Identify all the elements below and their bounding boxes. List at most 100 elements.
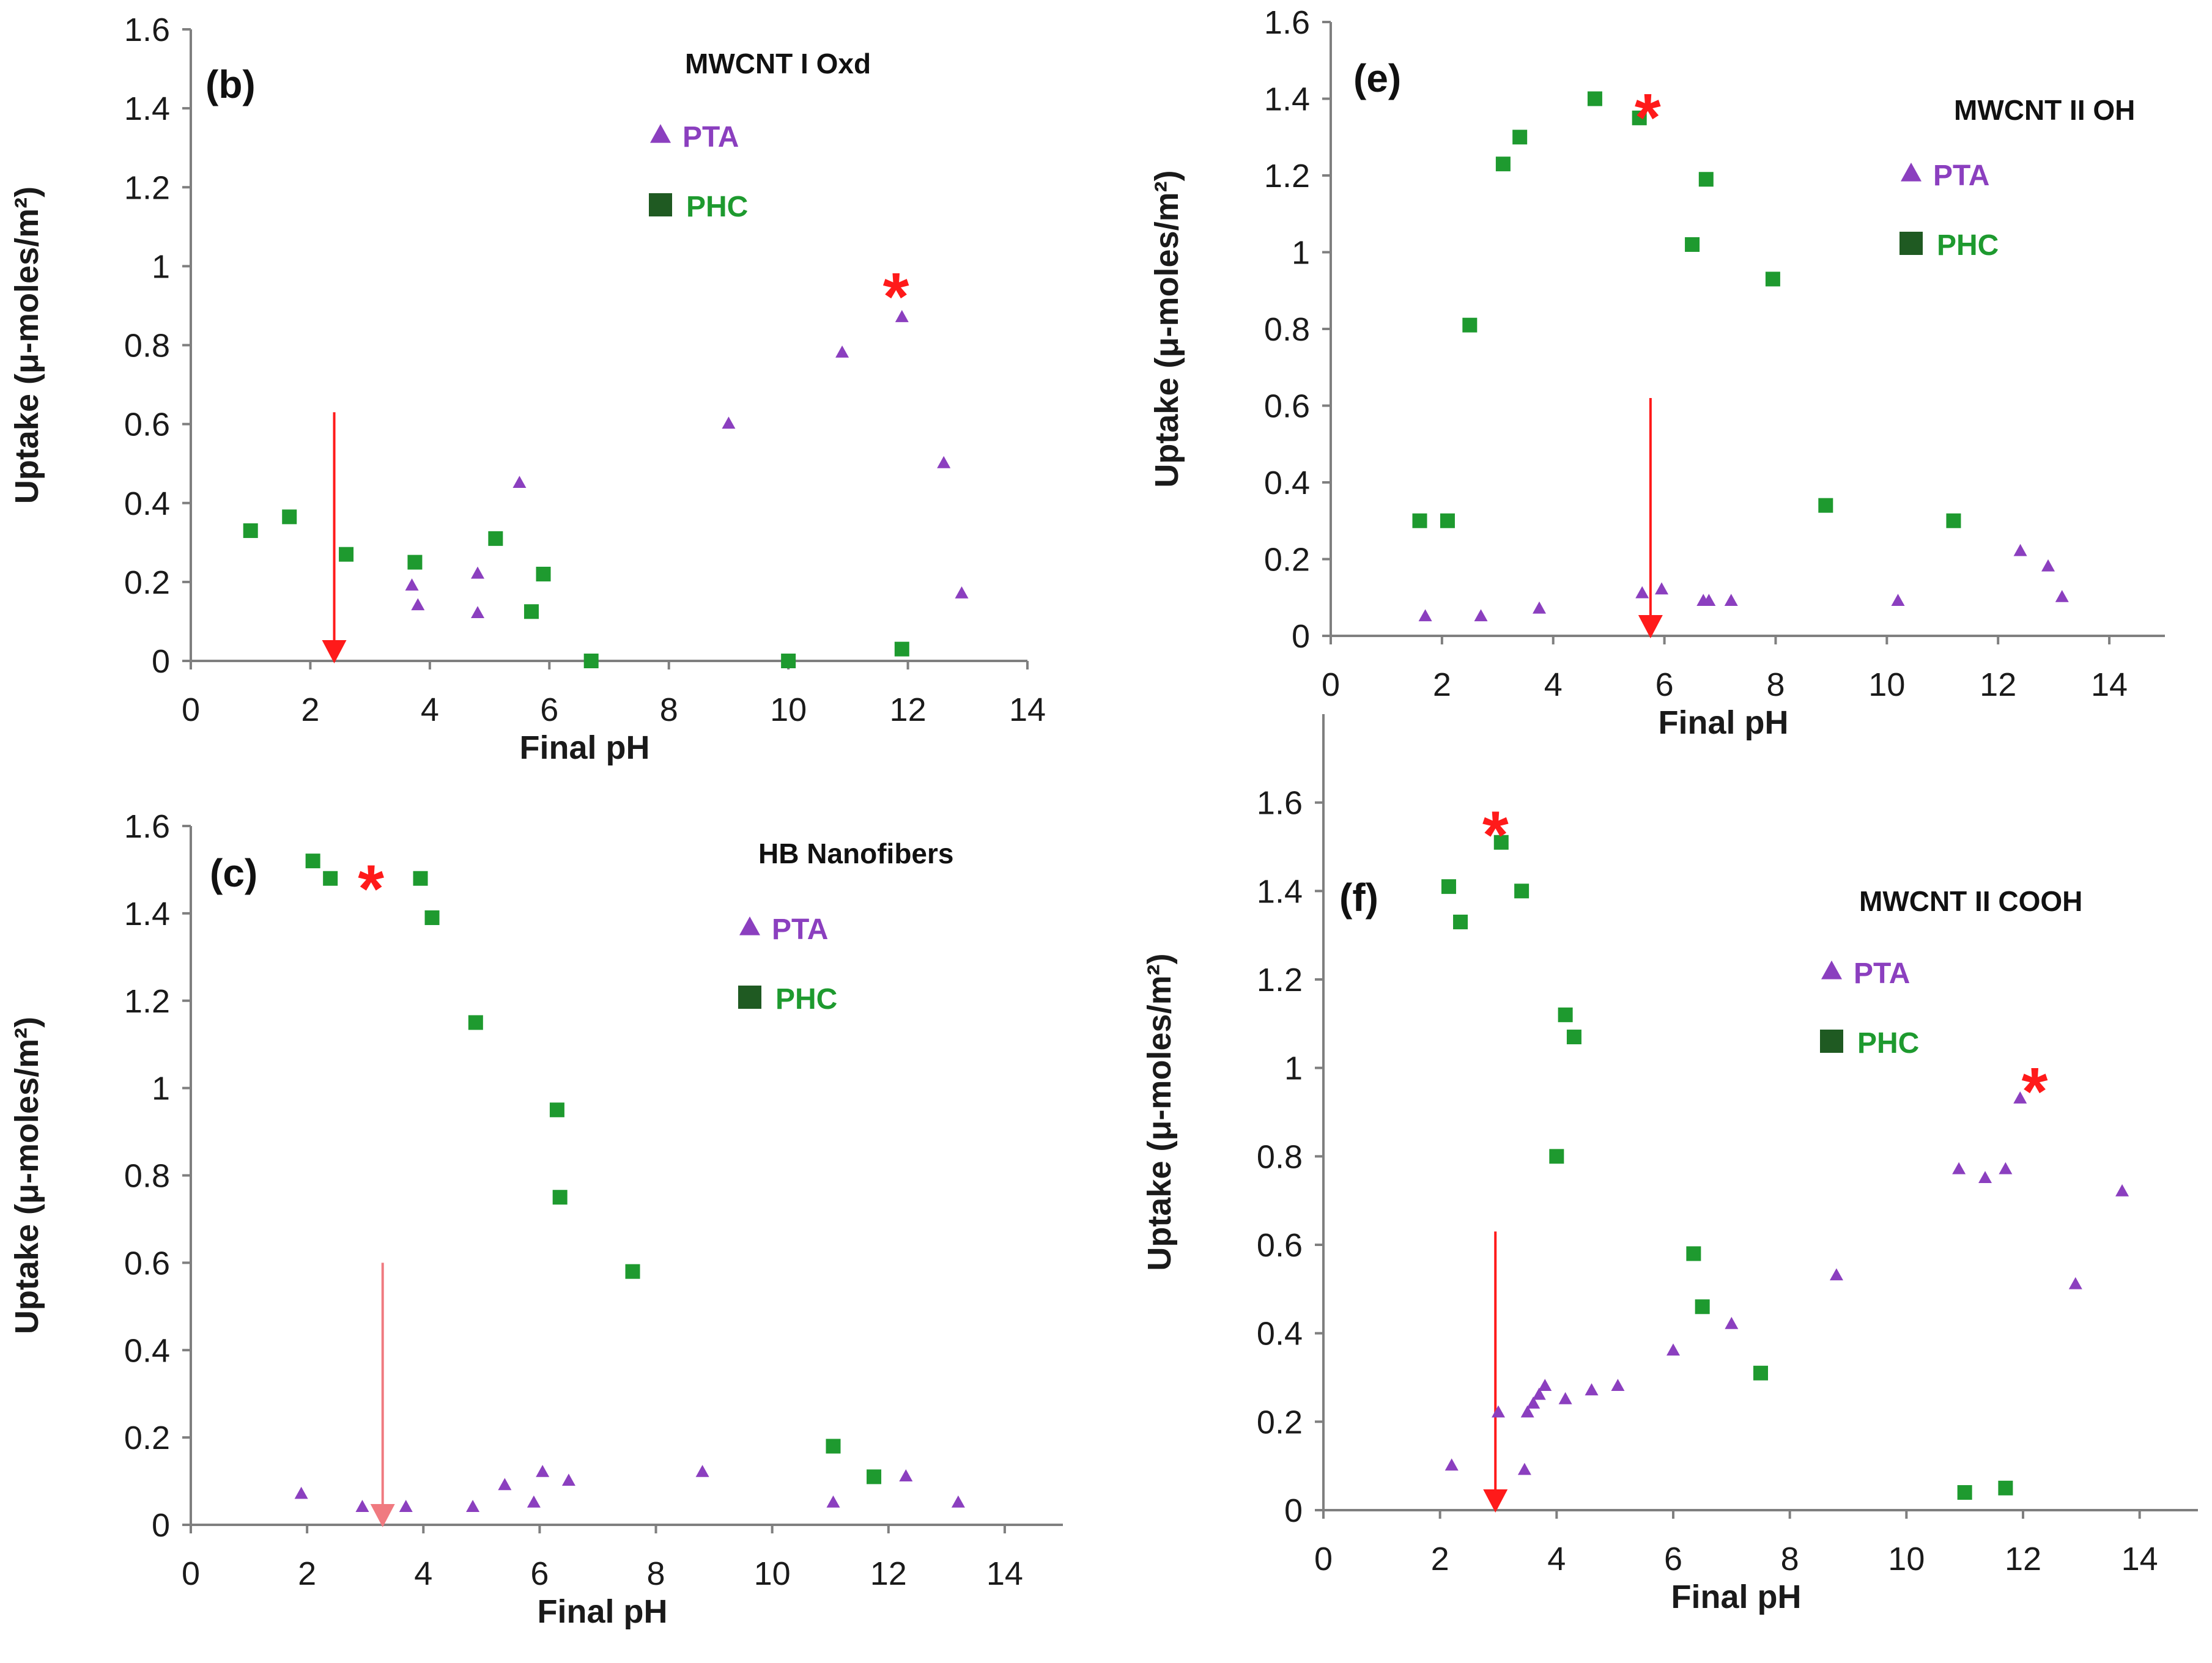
pta-point: [722, 416, 736, 429]
x-tick-label: 2: [301, 691, 319, 728]
chart-panel-4: 0 2 4 6 8 10 12 14 0 0.2 0.4 0.6 0.8 1 1.2 1.4 1.6 Final …: [1141, 714, 2198, 1615]
y-tick-label: 1.4: [124, 90, 170, 127]
phc-point: [1818, 498, 1833, 513]
panel-label: (c): [210, 851, 257, 895]
pta-point: [405, 578, 419, 591]
max-uptake-asterisk: *: [1635, 80, 1661, 155]
chart-title: HB Nanofibers: [758, 838, 953, 869]
chart-title: MWCNT I Oxd: [685, 48, 871, 79]
phc-point: [282, 509, 297, 525]
phc-point: [1957, 1485, 1972, 1500]
x-tick-label: 8: [647, 1555, 665, 1592]
phc-point: [1558, 1007, 1573, 1022]
y-tick-label: 0.6: [1264, 388, 1310, 425]
legend-pta-label: PTA: [772, 913, 828, 946]
y-tick-label: 1.2: [1257, 962, 1303, 998]
pta-point: [1666, 1343, 1680, 1356]
y-tick-label: 0.6: [1257, 1227, 1303, 1264]
pta-point: [895, 310, 909, 322]
max-uptake-asterisk: *: [1482, 798, 1509, 873]
x-tick-label: 2: [298, 1555, 316, 1592]
y-tick-label: 0.2: [1264, 542, 1310, 578]
phc-point: [1512, 130, 1528, 145]
pta-point: [536, 1464, 550, 1477]
phc-point: [1632, 110, 1647, 125]
pta-point: [466, 1500, 480, 1512]
x-tick-label: 12: [1980, 666, 2016, 703]
y-tick-label: 0.2: [124, 1420, 170, 1456]
phc-point: [413, 871, 428, 886]
pta-point: [1655, 582, 1669, 595]
chart-title: MWCNT II COOH: [1859, 885, 2082, 917]
y-tick-label: 0.6: [124, 1245, 170, 1281]
legend-phc-marker: [649, 193, 672, 216]
chart-panel-3: 0 2 4 6 8 10 12 14 0 0.2 0.4 0.6 0.8 1 1.2 1.4 1.6 Final …: [9, 808, 1063, 1630]
phc-point: [305, 854, 320, 869]
pta-point: [561, 1473, 575, 1486]
x-tick-label: 0: [1322, 666, 1340, 703]
phc-point: [1686, 1246, 1701, 1261]
x-axis-title: Final pH: [1659, 704, 1789, 741]
phc-point: [1441, 879, 1456, 894]
chart-title: MWCNT II OH: [1954, 94, 2135, 126]
pta-point: [899, 1469, 913, 1481]
pta-point: [1558, 1392, 1572, 1404]
phc-point: [1495, 157, 1511, 172]
max-uptake-asterisk: *: [358, 852, 384, 927]
pta-point: [1533, 601, 1546, 614]
legend-pta-marker: [1901, 163, 1922, 182]
y-tick-label: 1.6: [124, 808, 170, 845]
phc-point: [625, 1264, 640, 1279]
y-tick-label: 0: [1292, 618, 1310, 655]
y-tick-label: 0.8: [124, 328, 170, 364]
phc-point: [323, 871, 338, 886]
y-tick-label: 1.2: [1264, 158, 1310, 194]
x-tick-label: 4: [1547, 1541, 1566, 1577]
y-tick-label: 0.8: [1257, 1138, 1303, 1175]
pta-point: [951, 1495, 965, 1508]
pta-point: [355, 1500, 369, 1512]
x-tick-label: 0: [182, 1555, 200, 1592]
phc-point: [1412, 513, 1427, 528]
pta-point: [835, 345, 849, 358]
phc-point: [1695, 1299, 1710, 1315]
pta-point: [1891, 594, 1905, 607]
x-axis-title: Final pH: [1671, 1579, 1802, 1615]
pta-point: [1474, 609, 1488, 622]
max-uptake-asterisk: *: [2022, 1054, 2048, 1129]
legend-phc-marker: [1820, 1030, 1843, 1053]
phc-point: [424, 910, 440, 926]
phc-point: [488, 531, 503, 546]
x-tick-label: 10: [770, 691, 807, 728]
y-tick-label: 0.4: [1257, 1316, 1303, 1352]
y-axis-title: Uptake (μ-moles/m²): [1141, 953, 1178, 1270]
x-tick-label: 10: [1888, 1541, 1925, 1577]
pta-point: [1611, 1379, 1625, 1391]
y-tick-label: 0: [1284, 1492, 1303, 1529]
x-tick-label: 0: [1314, 1541, 1333, 1577]
y-tick-label: 0.8: [124, 1158, 170, 1195]
pta-point: [1635, 586, 1649, 599]
ph-arrow-head: [322, 640, 347, 663]
x-tick-label: 8: [1781, 1541, 1799, 1577]
x-tick-label: 12: [870, 1555, 907, 1592]
y-tick-label: 1: [1292, 235, 1310, 271]
x-tick-label: 8: [660, 691, 678, 728]
phc-point: [536, 566, 551, 581]
pta-point: [1517, 1462, 1531, 1475]
x-tick-label: 2: [1433, 666, 1451, 703]
phc-point: [1998, 1480, 2013, 1495]
x-axis-title: Final pH: [520, 729, 650, 766]
pta-point: [1520, 1405, 1534, 1418]
pta-point: [695, 1464, 709, 1477]
x-tick-label: 4: [421, 691, 439, 728]
pta-point: [2013, 1091, 2027, 1104]
x-tick-label: 6: [1655, 666, 1674, 703]
pta-point: [1526, 1396, 1541, 1409]
phc-point: [243, 523, 258, 538]
y-tick-label: 0.8: [1264, 311, 1310, 348]
phc-point: [552, 1190, 568, 1205]
y-axis-title: Uptake (μ-moles/m²): [1149, 170, 1185, 487]
ph-arrow-head: [370, 1504, 395, 1527]
legend-phc-label: PHC: [775, 983, 837, 1016]
